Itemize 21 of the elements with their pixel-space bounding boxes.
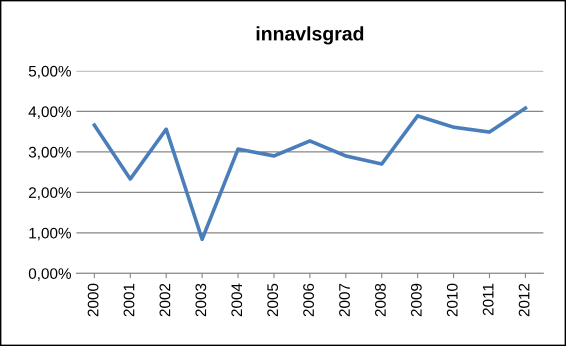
line-series [92, 106, 528, 242]
x-tick-label: 2002 [159, 284, 170, 316]
y-tick-label: 2,00% [29, 187, 72, 200]
y-tick-label: 3,00% [28, 146, 72, 160]
x-tick-label: 2004 [231, 284, 242, 316]
x-tick-label: 2012 [518, 284, 530, 316]
x-tick-label: 2006 [303, 284, 314, 316]
x-tick-label: 2000 [88, 284, 98, 316]
x-tick-label: 2010 [446, 284, 458, 316]
x-tick-label: 2005 [267, 284, 278, 316]
y-tick-label: 4,00% [28, 106, 72, 119]
x-tick-label: 2008 [375, 284, 386, 316]
y-tick-label: 5,00% [28, 66, 72, 78]
x-tick-label: 2001 [124, 284, 134, 316]
y-tick-label: 1,00% [29, 228, 72, 240]
x-tick-label: 2003 [195, 284, 206, 316]
x-tick-label: 2011 [482, 284, 494, 316]
x-tick-label: 2009 [410, 284, 422, 316]
y-tick-label: 0,00% [28, 268, 72, 281]
x-tick-label: 2007 [339, 284, 350, 316]
chart-title: innavlsgrad [256, 26, 364, 44]
